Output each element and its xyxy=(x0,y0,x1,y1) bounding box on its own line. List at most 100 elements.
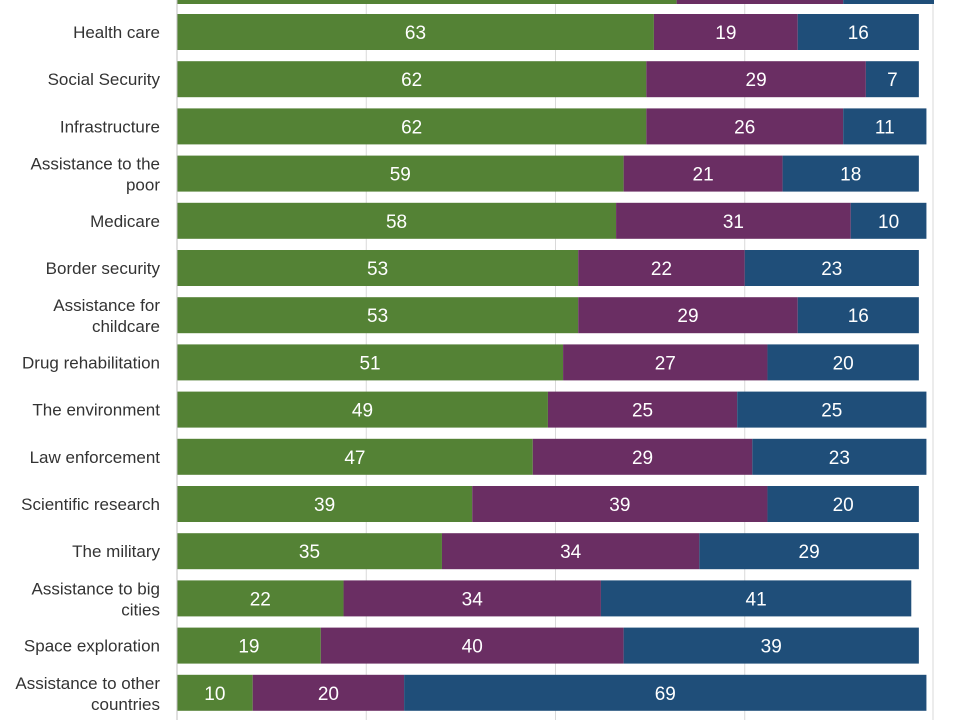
category-label: Infrastructure xyxy=(60,117,160,136)
category-label: Law enforcement xyxy=(30,448,161,467)
data-label: 58 xyxy=(386,212,407,233)
data-label: 18 xyxy=(840,165,861,186)
data-label: 22 xyxy=(651,259,672,280)
bar-segment xyxy=(865,61,919,98)
bar-segment xyxy=(646,61,866,98)
data-label: 51 xyxy=(359,353,380,374)
category-label: Assistance for xyxy=(53,296,160,315)
bar-segment xyxy=(752,438,927,475)
data-label: 20 xyxy=(833,353,854,374)
category-label: Space exploration xyxy=(24,637,160,656)
category-label: Health care xyxy=(73,23,160,42)
data-label: 26 xyxy=(734,117,755,138)
bar-segment xyxy=(767,344,919,381)
data-label: 34 xyxy=(560,542,582,563)
bar-segment xyxy=(252,674,405,711)
data-label: 20 xyxy=(318,684,339,705)
bar-segment xyxy=(578,297,798,334)
bar-segment xyxy=(600,580,912,617)
bar-segment xyxy=(177,674,253,711)
data-label: 62 xyxy=(401,117,422,138)
category-label: Drug rehabilitation xyxy=(22,353,160,372)
data-label: 20 xyxy=(833,495,854,516)
data-label: 27 xyxy=(655,353,676,374)
data-label: 16 xyxy=(848,23,869,44)
category-label: cities xyxy=(121,600,160,619)
bar-segment xyxy=(177,61,647,98)
bar-segment xyxy=(782,155,919,192)
bar-segment xyxy=(797,297,919,334)
bar-segment xyxy=(404,674,927,711)
bar-segment xyxy=(177,391,548,428)
bar-segment-partial xyxy=(843,0,934,4)
category-label: Border security xyxy=(46,259,161,278)
bar-segment xyxy=(177,202,617,239)
bar-segment xyxy=(177,344,564,381)
bar-segment xyxy=(177,297,579,334)
bar-segment xyxy=(472,486,768,522)
bar-segment-partial xyxy=(676,0,844,4)
bar-segment xyxy=(850,202,927,239)
category-label: Assistance to big xyxy=(31,579,160,598)
data-label: 21 xyxy=(693,165,714,186)
data-label: 11 xyxy=(875,117,895,138)
data-label: 49 xyxy=(352,401,373,422)
bar-segment xyxy=(320,627,624,664)
data-label: 19 xyxy=(715,23,736,44)
bar-segment xyxy=(177,486,473,522)
data-label: 25 xyxy=(632,401,653,422)
category-label: Assistance to other xyxy=(15,674,160,693)
data-label: 29 xyxy=(632,448,653,469)
bar-segment-partial xyxy=(177,0,677,4)
category-label: The environment xyxy=(32,401,160,420)
data-label: 31 xyxy=(723,212,744,233)
data-label: 40 xyxy=(462,637,483,658)
category-label: childcare xyxy=(92,317,160,336)
bar-segment xyxy=(623,627,919,664)
bar-segment xyxy=(177,108,647,145)
data-label: 29 xyxy=(677,306,698,327)
bar-segment xyxy=(797,14,919,50)
data-label: 59 xyxy=(390,165,411,186)
bar-segment xyxy=(623,155,783,192)
data-label: 62 xyxy=(401,70,422,91)
data-label: 25 xyxy=(821,401,842,422)
bar-segment xyxy=(343,580,601,617)
data-label: 23 xyxy=(821,259,842,280)
data-label: 69 xyxy=(655,684,676,705)
data-label: 63 xyxy=(405,23,426,44)
data-label: 39 xyxy=(761,637,782,658)
data-label: 7 xyxy=(887,70,898,91)
data-label: 19 xyxy=(238,637,259,658)
data-label: 41 xyxy=(746,589,767,610)
data-label: 34 xyxy=(462,589,484,610)
bar-segment xyxy=(563,344,768,381)
category-label: Assistance to the xyxy=(31,155,160,174)
data-label: 39 xyxy=(609,495,630,516)
bar-segment xyxy=(653,14,798,50)
bar-segment xyxy=(578,250,745,286)
bar-segment xyxy=(737,391,927,428)
bar-segment xyxy=(177,627,321,664)
category-label: Scientific research xyxy=(21,495,160,514)
bar-segment xyxy=(177,438,533,475)
data-label: 22 xyxy=(250,589,271,610)
bar-segment xyxy=(646,108,844,145)
data-label: 53 xyxy=(367,306,388,327)
bar-segment xyxy=(177,580,344,617)
data-label: 10 xyxy=(878,212,899,233)
data-label: 23 xyxy=(829,448,850,469)
data-label: 29 xyxy=(799,542,820,563)
data-label: 53 xyxy=(367,259,388,280)
category-label: poor xyxy=(126,176,160,195)
bar-segment xyxy=(547,391,738,428)
category-label: Medicare xyxy=(90,212,160,231)
bar-segment xyxy=(177,533,442,570)
bar-segment xyxy=(441,533,700,570)
bar-segment xyxy=(177,14,654,50)
data-label: 16 xyxy=(848,306,869,327)
bar-segment xyxy=(532,438,753,475)
data-label: 35 xyxy=(299,542,320,563)
